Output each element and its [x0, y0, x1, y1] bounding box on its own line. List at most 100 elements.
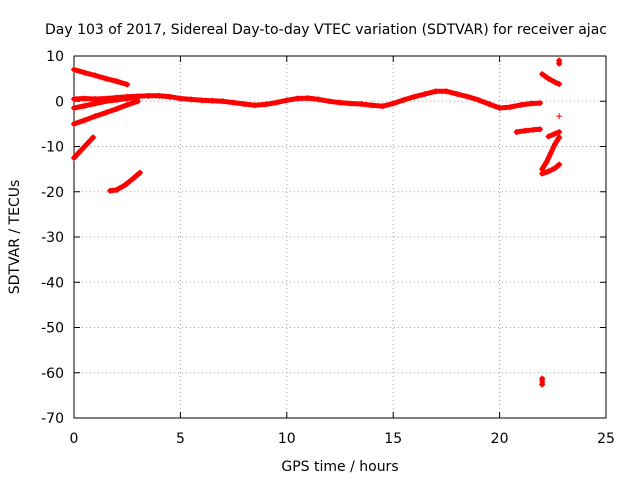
data-point [551, 79, 558, 86]
data-point [530, 126, 537, 133]
series-8 [539, 134, 563, 173]
x-tick-label: 0 [70, 431, 79, 447]
series-0 [71, 66, 131, 88]
series-line [107, 170, 143, 194]
data-point [230, 99, 237, 106]
data-point [177, 95, 184, 102]
grid [74, 56, 606, 418]
x-axis-label: GPS time / hours [281, 459, 398, 475]
data-point [539, 166, 546, 173]
x-tick-label: 20 [491, 431, 509, 447]
series-1 [71, 88, 544, 112]
data-point [475, 96, 482, 103]
y-tick-label: -70 [41, 411, 64, 427]
data-point [545, 133, 552, 140]
data-point [113, 105, 120, 112]
data-point [107, 187, 114, 194]
data-point [443, 88, 450, 95]
data-point [547, 150, 554, 157]
data-point [545, 168, 552, 175]
data-point [556, 60, 563, 67]
data-point [219, 98, 226, 105]
y-tick-label: -20 [41, 185, 64, 201]
data-point [522, 127, 529, 134]
x-tick-label: 15 [384, 431, 402, 447]
data-point [71, 95, 77, 102]
data-point [113, 186, 120, 193]
data-point [102, 109, 109, 116]
data-point [556, 161, 563, 168]
series-3 [71, 98, 141, 127]
data-point [539, 375, 546, 382]
data-point [81, 69, 88, 76]
data-point [379, 103, 386, 110]
y-axis-label: SDTVAR / TECUs [7, 180, 23, 295]
data-point [551, 141, 558, 148]
data-point [113, 96, 120, 103]
data-point [209, 97, 216, 104]
y-tick-label: -30 [41, 230, 64, 246]
x-tick-label: 5 [176, 431, 185, 447]
data-point [113, 78, 120, 85]
series-2 [71, 94, 141, 112]
series-line [514, 126, 543, 135]
series-9 [539, 71, 563, 88]
data-point [81, 117, 88, 124]
data-point [390, 100, 397, 107]
series-4 [71, 134, 97, 161]
data-point [545, 75, 552, 82]
series-11 [556, 57, 563, 67]
data-point [539, 71, 546, 78]
data-point [347, 100, 354, 107]
data-point [368, 102, 375, 109]
data-point [496, 105, 503, 112]
data-point [77, 148, 84, 155]
series-line [71, 88, 543, 111]
data-point [539, 381, 546, 388]
data-points [71, 57, 563, 388]
data-point [556, 113, 563, 120]
data-point [71, 66, 77, 73]
y-tick-label: 0 [55, 94, 64, 110]
x-tick-label: 25 [597, 431, 615, 447]
data-point [556, 129, 563, 136]
series-6 [513, 126, 544, 136]
data-point [166, 93, 173, 100]
data-point [71, 105, 77, 112]
data-point [464, 93, 471, 100]
y-tick-label: -10 [41, 140, 64, 156]
y-tick-label: -60 [41, 366, 64, 382]
series-line [539, 162, 562, 177]
data-point [156, 92, 163, 99]
data-point [337, 99, 343, 106]
data-point [198, 97, 205, 104]
data-point [83, 141, 90, 148]
data-point [513, 129, 520, 136]
data-point [90, 134, 97, 141]
data-point [134, 98, 141, 105]
data-point [71, 154, 77, 161]
series-line [71, 67, 130, 87]
data-point [517, 101, 524, 108]
y-tick-label: 10 [46, 49, 64, 65]
data-point [551, 165, 558, 172]
data-point [551, 130, 558, 137]
axis-ticks [73, 55, 607, 419]
data-point [543, 159, 550, 166]
data-point [71, 120, 77, 127]
y-tick-label: -40 [41, 275, 64, 291]
y-tick-labels: -70 -60 -50 -40 -30 -20 -10 0 10 [41, 49, 64, 427]
data-point [136, 169, 143, 176]
series-12 [556, 113, 563, 120]
y-tick-label: -50 [41, 321, 64, 337]
x-tick-labels: 0 5 10 15 20 25 [70, 431, 615, 447]
data-point [92, 113, 99, 120]
series-line [539, 71, 562, 87]
data-point [294, 95, 301, 102]
data-point [251, 102, 258, 109]
series-line [71, 134, 96, 161]
data-point [273, 99, 280, 106]
data-point [528, 100, 535, 107]
x-tick-label: 10 [278, 431, 296, 447]
data-point [81, 102, 88, 109]
